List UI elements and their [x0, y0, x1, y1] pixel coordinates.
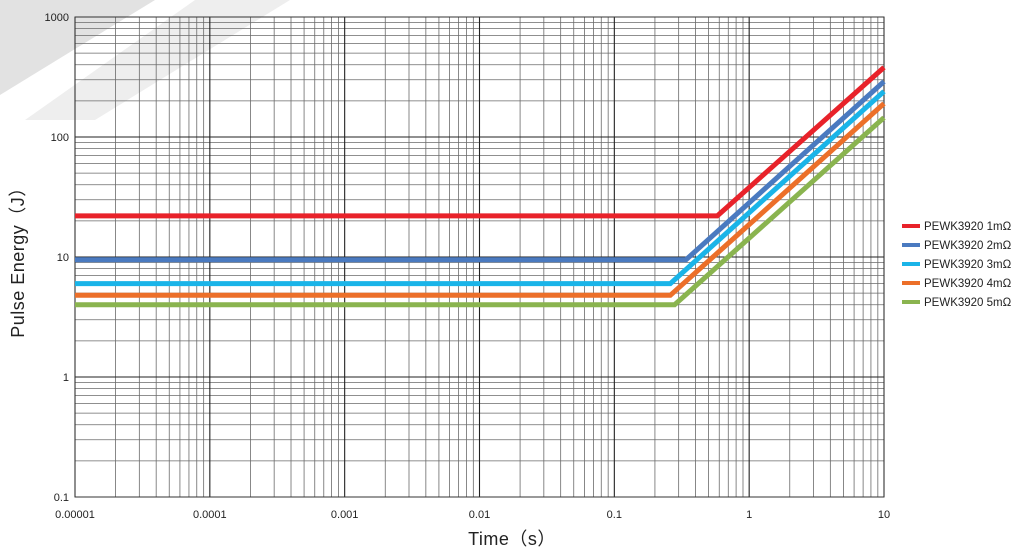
legend-label: PEWK3920 1mΩ	[924, 221, 1012, 233]
x-tick-label: 10	[878, 509, 890, 521]
x-tick-label: 0.00001	[55, 509, 95, 521]
legend-label: PEWK3920 3mΩ	[924, 259, 1012, 271]
legend-item: PEWK3920 1mΩ	[902, 221, 1012, 233]
series-line	[75, 65, 886, 219]
x-tick-label: 1	[746, 509, 752, 521]
y-tick-labels: 0.1 1 10 100 1000	[45, 12, 69, 504]
series-line	[75, 101, 886, 298]
legend-label: PEWK3920 4mΩ	[924, 278, 1012, 290]
y-tick-label: 100	[51, 132, 69, 144]
x-tick-label: 0.0001	[193, 509, 227, 521]
series-line	[75, 89, 886, 287]
y-tick-label: 1	[63, 372, 69, 384]
y-tick-label: 1000	[45, 12, 69, 24]
legend-item: PEWK3920 5mΩ	[902, 297, 1012, 309]
legend-item: PEWK3920 3mΩ	[902, 259, 1012, 271]
series-line	[75, 115, 886, 308]
series-line	[75, 79, 886, 263]
x-tick-label: 0.01	[469, 509, 490, 521]
x-axis-title: Time（s）	[468, 529, 556, 549]
legend-item: PEWK3920 4mΩ	[902, 278, 1012, 290]
series-lines	[75, 65, 886, 308]
legend: PEWK3920 1mΩ PEWK3920 2mΩ PEWK3920 3mΩ PEWK…	[902, 221, 1012, 309]
y-axis-title: Pulse Energy（J）	[8, 178, 28, 338]
x-tick-label: 0.1	[607, 509, 622, 521]
y-tick-label: 0.1	[54, 492, 69, 504]
watermark-shape	[25, 0, 290, 120]
legend-item: PEWK3920 2mΩ	[902, 240, 1012, 252]
legend-label: PEWK3920 2mΩ	[924, 240, 1012, 252]
x-tick-label: 0.001	[331, 509, 359, 521]
plot-frame	[74, 16, 885, 498]
legend-label: PEWK3920 5mΩ	[924, 297, 1012, 309]
x-tick-labels: 0.00001 0.0001 0.001 0.01 0.1 1 10	[55, 509, 890, 521]
y-tick-label: 10	[57, 252, 69, 264]
watermark-shape	[0, 0, 155, 95]
